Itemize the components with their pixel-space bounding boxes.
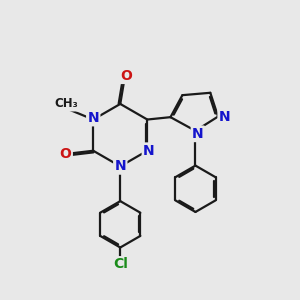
Text: N: N: [219, 110, 230, 124]
Text: N: N: [192, 127, 204, 141]
Text: N: N: [87, 111, 99, 125]
Text: Cl: Cl: [113, 257, 128, 272]
Text: O: O: [60, 147, 71, 161]
Text: CH₃: CH₃: [55, 97, 78, 110]
Text: N: N: [115, 159, 126, 173]
Text: O: O: [120, 69, 132, 83]
Text: N: N: [143, 144, 154, 158]
